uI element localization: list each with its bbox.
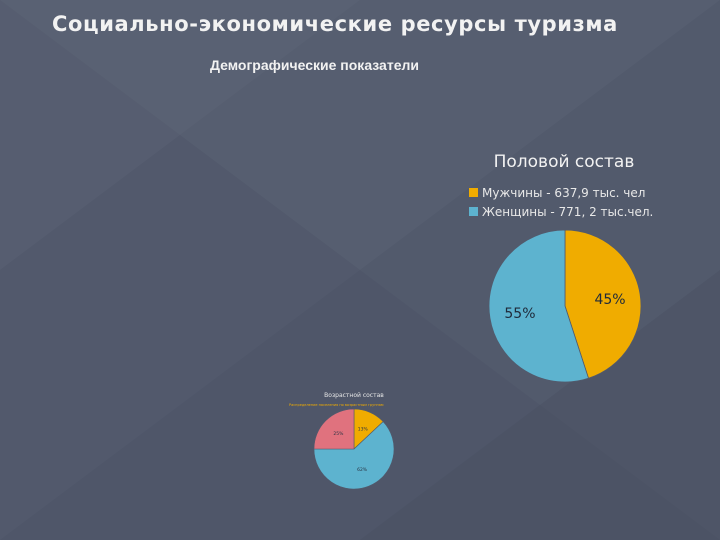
age-data-label-2: 25% — [333, 431, 344, 437]
gender-legend-swatch-0 — [469, 188, 478, 197]
age-slice-1 — [313, 421, 395, 490]
age-slice-2 — [313, 408, 355, 450]
gender-legend-label-0: Мужчины - 637,9 тыс. чел — [482, 186, 645, 200]
slide-subtitle: Демографические показатели — [210, 57, 419, 73]
gender-chart-title: Половой состав — [494, 152, 635, 172]
age-chart-title: Возрастной состав — [324, 392, 384, 399]
age-data-label-0: 13% — [358, 426, 369, 432]
gender-data-label-1: 55% — [504, 306, 535, 322]
age-chart-subtitle: Распределение населения по возрастным гр… — [289, 403, 384, 407]
gender-legend-label-1: Женщины - 771, 2 тыс.чел. — [482, 205, 653, 219]
gender-data-label-0: 45% — [594, 292, 625, 308]
gender-slice-1 — [488, 229, 589, 383]
slide-title: Социально-экономические ресурсы туризма — [52, 12, 618, 36]
gender-slice-0 — [564, 229, 642, 379]
gender-legend-swatch-1 — [469, 207, 478, 216]
age-data-label-1: 62% — [357, 467, 368, 473]
